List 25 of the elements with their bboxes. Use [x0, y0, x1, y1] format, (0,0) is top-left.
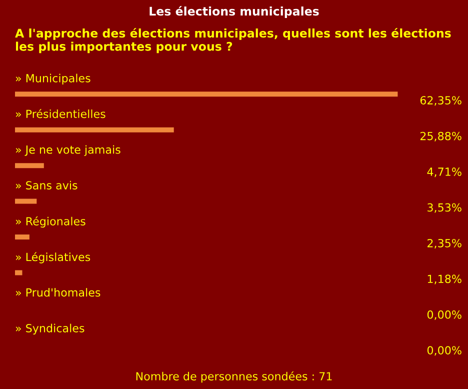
data-label: 0,00% [427, 346, 462, 356]
data-label: 4,71% [427, 168, 462, 178]
bar [15, 270, 22, 276]
bar [15, 163, 44, 168]
bar [15, 127, 174, 132]
y-tick-label: » Municipales [16, 74, 90, 85]
data-label: 62,35% [420, 96, 462, 106]
bar [15, 92, 398, 97]
y-tick-label: » Présidentielles [16, 109, 106, 118]
data-label: 1,18% [428, 274, 462, 284]
text: Nombre de personnes sondées : 71 [136, 371, 332, 383]
data-label: 2,35% [428, 238, 462, 248]
chart-title: Les élections municipales [150, 6, 319, 18]
y-tick-label: » Législatives [16, 252, 90, 264]
data-label: 0,00% [427, 310, 462, 320]
y-tick-label: » Syndicales [16, 324, 84, 335]
bar [15, 198, 37, 204]
bar [15, 234, 30, 240]
y-tick-label: » Régionales [16, 216, 86, 228]
y-tick-label: » Je ne vote jamais [16, 145, 120, 156]
data-label: 3,53% [428, 203, 462, 213]
y-tick-label: » Prud'homales [16, 288, 100, 297]
y-tick-label: » Sans avis [16, 180, 78, 190]
data-label: 25,88% [420, 132, 462, 142]
chart-subtitle: A l'approche des élections municipales, quelles sont les élections les plus importantes pour vous ? [15, 28, 451, 54]
